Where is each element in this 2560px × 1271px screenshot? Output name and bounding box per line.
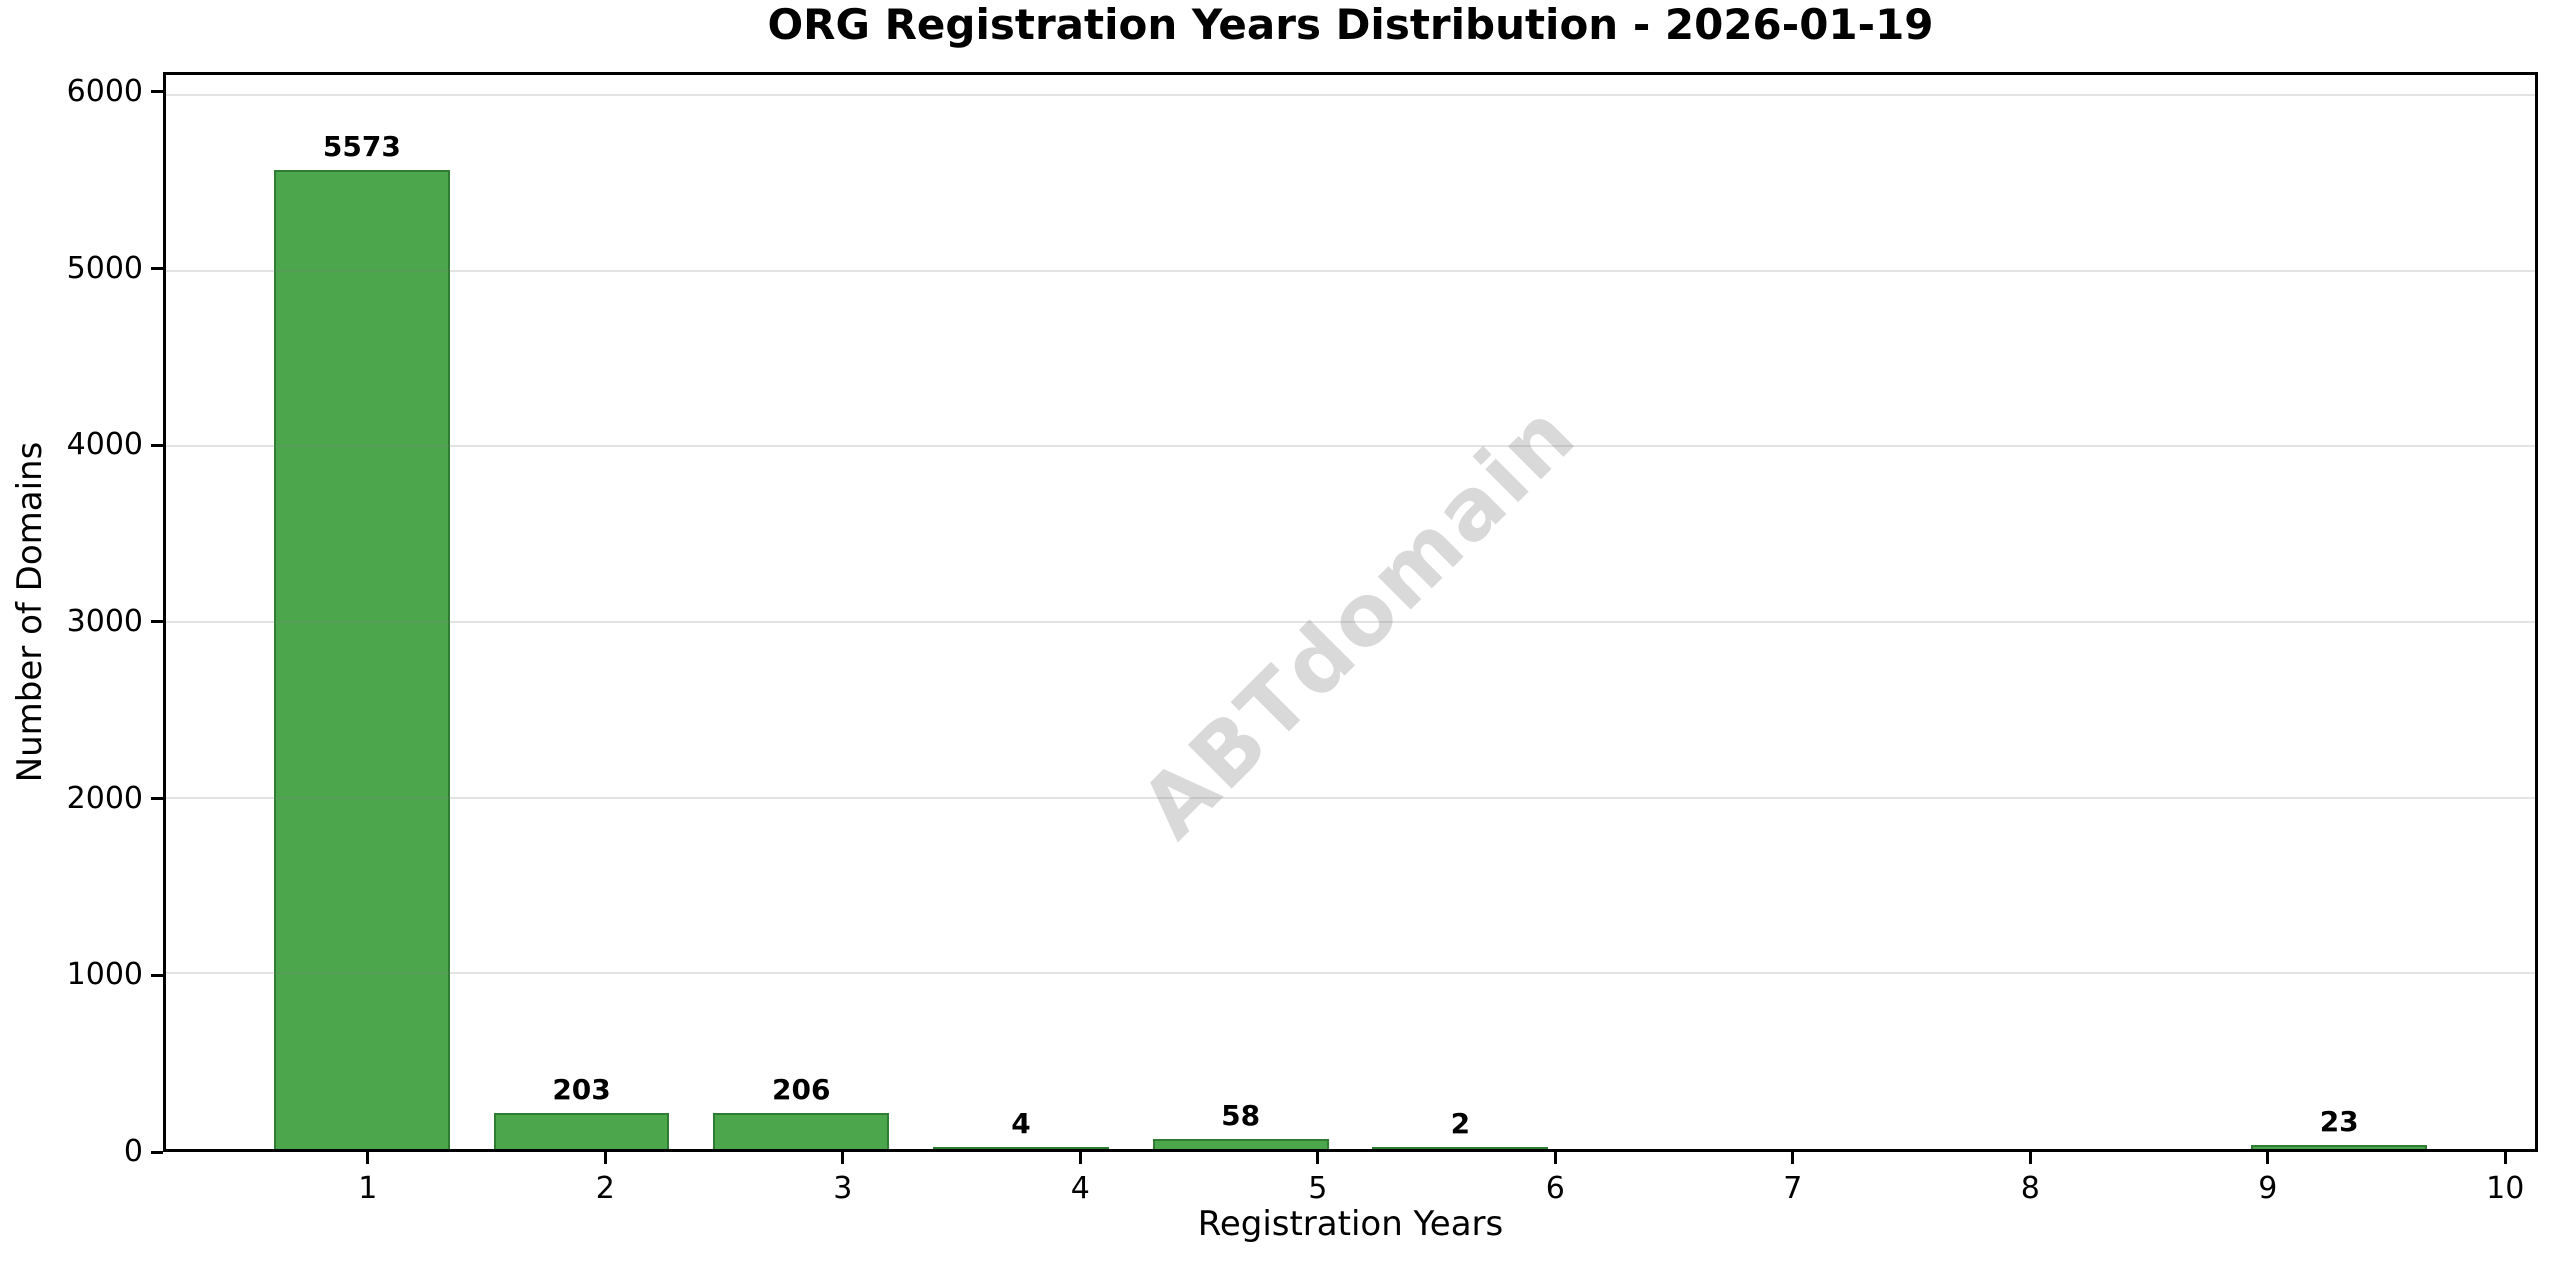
x-tick-label: 5 [1308,1171,1328,1206]
bar-year-5 [1152,1138,1329,1149]
bar-slot-9 [2010,75,2230,1149]
x-tick-10: 10 [2387,1152,2560,1216]
x-tick-label: 1 [358,1171,378,1206]
bar-year-4 [933,1147,1109,1149]
y-tick-mark [151,973,163,977]
y-tick-mark [151,620,163,624]
plot-area: ABTdomain 5573 203 206 4 58 2 23 [163,72,2538,1152]
y-tick-label: 0 [123,1134,143,1169]
bar-value-label: 4 [1011,1107,1031,1140]
bar-slot-3: 206 [691,75,911,1149]
bar-value-label: 203 [552,1073,611,1107]
x-tick-label: 8 [2020,1171,2040,1206]
bar-value-label: 5573 [322,129,401,163]
bar-year-3 [713,1112,890,1149]
y-axis-ticks: 0 1000 2000 3000 4000 5000 6000 [0,72,163,1167]
x-tick-mark [1078,1152,1082,1164]
x-tick-3: 3 [724,1152,962,1216]
bars-container: 5573 203 206 4 58 2 23 [166,75,2535,1149]
x-tick-6: 6 [1437,1152,1675,1216]
y-tick-2000: 2000 [66,780,163,816]
y-tick-3000: 3000 [66,603,163,639]
bar-year-1 [273,169,450,1149]
bar-value-label: 206 [772,1072,831,1106]
x-tick-mark [1553,1152,1557,1164]
bar-slot-5: 58 [1131,75,1351,1149]
x-tick-label: 4 [1070,1171,1090,1206]
y-tick-0: 0 [124,1137,163,1167]
x-tick-mark [2503,1152,2507,1164]
x-tick-7: 7 [1674,1152,1912,1216]
x-tick-5: 5 [1199,1152,1437,1216]
y-tick-label: 2000 [66,780,143,816]
y-tick-4000: 4000 [67,430,163,460]
x-tick-mark [841,1152,845,1164]
y-tick-mark [151,267,163,271]
bar-slot-8 [1790,75,2010,1149]
x-axis-title: Registration Years [1197,1204,1504,1244]
bar-slot-10: 23 [2229,75,2449,1149]
x-tick-mark [2266,1152,2270,1164]
bar-year-10 [2251,1144,2428,1149]
bar-slot-1: 5573 [252,75,472,1149]
x-tick-label: 6 [1545,1171,1565,1206]
y-tick-label: 3000 [66,603,143,639]
bar-year-2 [493,1113,670,1149]
bar-value-label: 58 [1221,1098,1261,1132]
bar-year-6 [1372,1147,1549,1149]
x-tick-2: 2 [487,1152,725,1216]
x-tick-label: 3 [833,1171,853,1206]
y-tick-mark [151,797,163,801]
x-tick-mark [1316,1152,1320,1164]
x-tick-mark [366,1152,370,1164]
x-tick-label: 9 [2258,1171,2278,1206]
x-tick-9: 9 [2149,1152,2387,1216]
y-tick-mark [151,443,163,447]
bar-slot-7 [1570,75,1790,1149]
y-tick-1000: 1000 [67,960,163,990]
y-tick-label: 6000 [66,73,143,109]
x-tick-label: 2 [595,1171,615,1206]
bar-value-label: 23 [2319,1104,2359,1138]
x-tick-4: 4 [962,1152,1200,1216]
bar-value-label: 2 [1450,1107,1471,1140]
y-tick-label: 4000 [66,427,143,463]
x-tick-mark [1791,1152,1795,1164]
x-tick-1: 1 [249,1152,487,1216]
y-tick-label: 5000 [66,250,143,286]
x-tick-mark [2028,1152,2032,1164]
x-axis-ticks: 1 2 3 4 5 6 7 8 9 10 [163,1152,2560,1216]
x-tick-label: 7 [1783,1171,1803,1206]
y-tick-5000: 5000 [66,250,163,286]
y-tick-label: 1000 [66,957,143,993]
chart-title: ORG Registration Years Distribution - 20… [767,0,1934,49]
x-tick-8: 8 [1912,1152,2150,1216]
x-tick-label: 10 [2486,1171,2525,1206]
y-tick-6000: 6000 [66,73,163,109]
x-tick-mark [603,1152,607,1164]
y-tick-mark [151,1150,163,1154]
bar-slot-6: 2 [1351,75,1571,1149]
bar-slot-2: 203 [472,75,692,1149]
bar-slot-4: 4 [911,75,1131,1149]
y-tick-mark [151,90,163,94]
